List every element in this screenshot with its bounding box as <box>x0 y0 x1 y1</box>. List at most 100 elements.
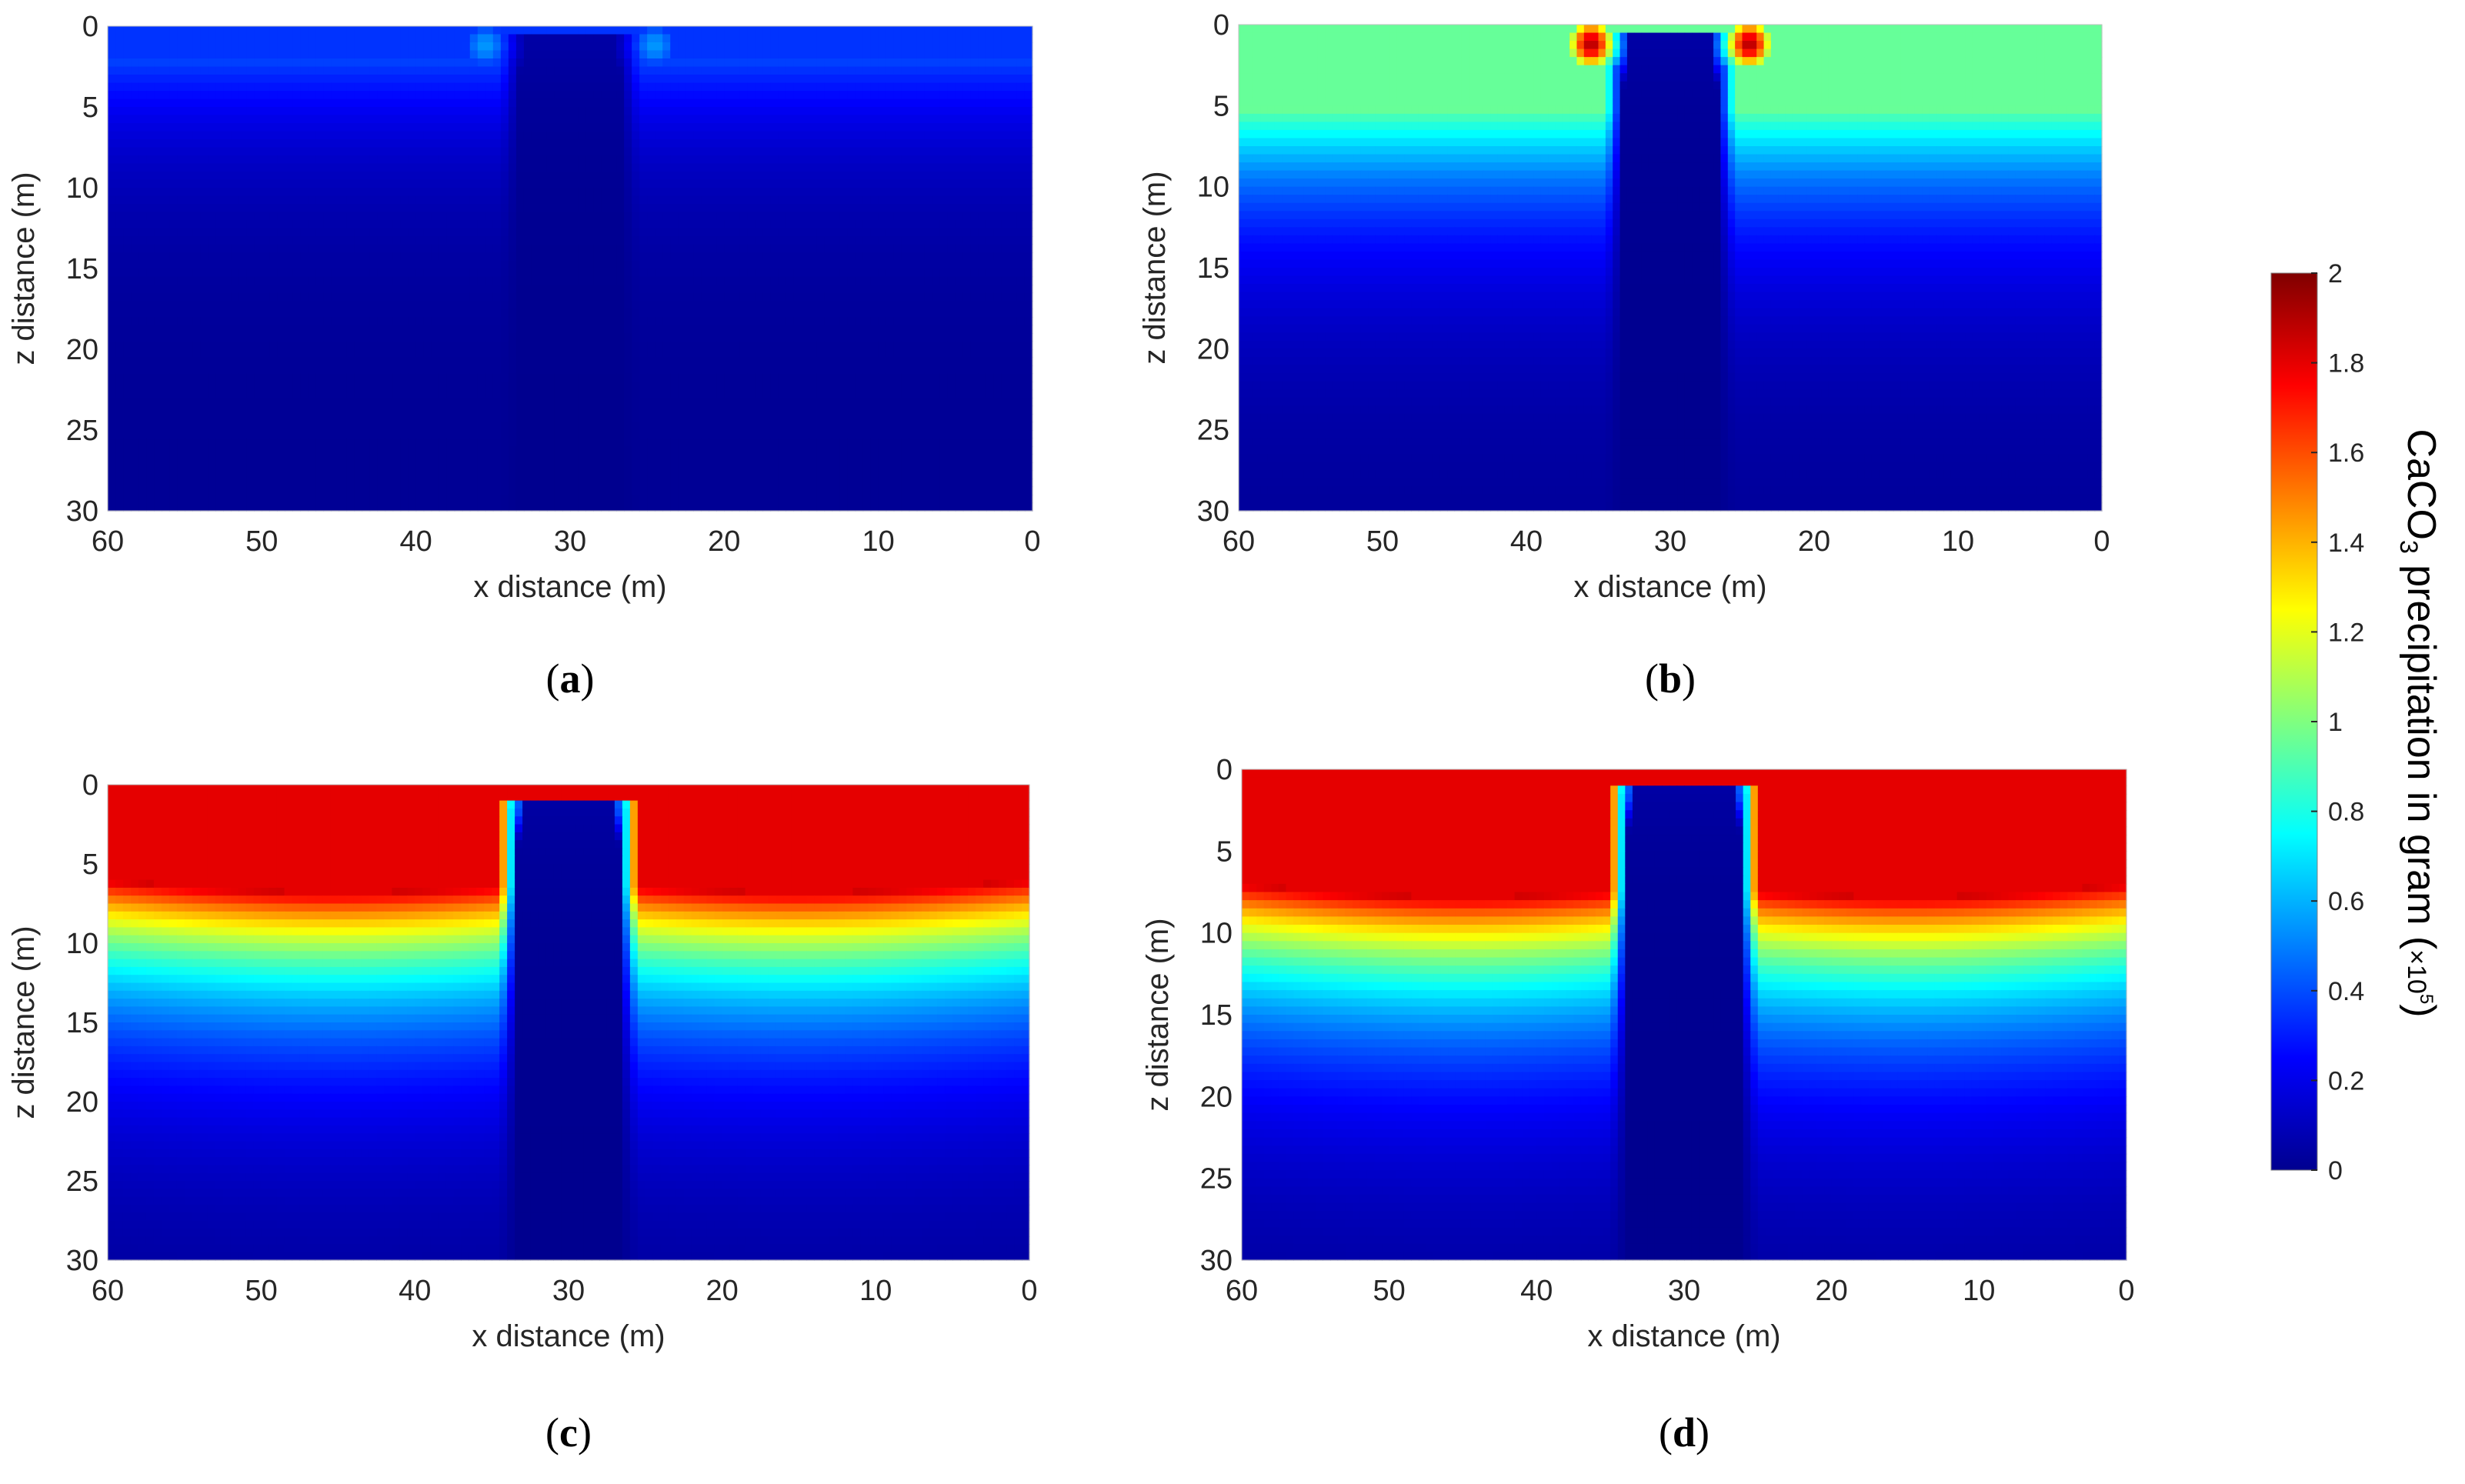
heatmap-cell <box>909 341 918 350</box>
heatmap-cell <box>508 212 517 221</box>
heatmap-cell <box>292 204 302 213</box>
heatmap-cell <box>262 155 270 165</box>
heatmap-cell <box>662 308 671 318</box>
heatmap-cell <box>238 66 247 75</box>
heatmap-cell <box>993 212 1002 221</box>
heatmap-cell <box>515 123 525 132</box>
heatmap-cell <box>578 292 586 302</box>
heatmap-cell <box>277 123 285 132</box>
heatmap-cell <box>300 244 309 253</box>
heatmap-cell <box>709 172 717 181</box>
heatmap-cell <box>523 179 532 188</box>
heatmap-cell <box>346 123 355 132</box>
heatmap-cell <box>523 34 532 43</box>
heatmap-cell <box>354 98 363 108</box>
heatmap-cell <box>678 341 686 350</box>
heatmap-cell <box>1009 285 1018 294</box>
heatmap-cell <box>169 107 178 116</box>
heatmap-cell <box>408 333 417 342</box>
heatmap-cell <box>601 163 609 172</box>
heatmap-cell <box>454 308 463 318</box>
heatmap-cell <box>916 123 926 132</box>
heatmap-cell <box>609 155 617 165</box>
heatmap-cell <box>824 179 833 188</box>
heatmap-cell <box>354 91 363 100</box>
heatmap-cell <box>146 252 155 262</box>
heatmap-cell <box>423 212 432 221</box>
heatmap-cell <box>485 179 494 188</box>
heatmap-cell <box>962 236 972 245</box>
heatmap-cell <box>208 26 216 35</box>
heatmap-cell <box>832 139 841 148</box>
heatmap-cell <box>839 115 849 124</box>
heatmap-cell <box>508 244 517 253</box>
heatmap-cell <box>1009 50 1018 59</box>
heatmap-cell <box>154 179 162 188</box>
heatmap-cell <box>108 179 116 188</box>
heatmap-cell <box>724 58 732 68</box>
heatmap-cell <box>616 220 625 229</box>
heatmap-cell <box>300 195 309 205</box>
heatmap-cell <box>515 115 525 124</box>
heatmap-cell <box>693 317 702 326</box>
heatmap-cell <box>392 66 402 75</box>
heatmap-cell <box>146 268 155 278</box>
heatmap-cell <box>146 285 155 294</box>
heatmap-cell <box>346 179 355 188</box>
heatmap-cell <box>793 260 802 269</box>
heatmap-cell <box>331 236 340 245</box>
heatmap-cell <box>609 42 617 52</box>
heatmap-cell <box>709 317 717 326</box>
heatmap-cell <box>331 341 340 350</box>
heatmap-cell <box>469 147 479 156</box>
heatmap-cell <box>824 139 833 148</box>
heatmap-cell <box>431 179 440 188</box>
heatmap-cell <box>508 276 517 285</box>
heatmap-cell <box>331 357 340 366</box>
heatmap-cell <box>323 58 332 68</box>
heatmap-cell <box>515 195 525 205</box>
heatmap-cell <box>339 34 348 43</box>
heatmap-cell <box>747 155 756 165</box>
heatmap-cell <box>824 212 833 221</box>
heatmap-cell <box>724 220 732 229</box>
heatmap-cell <box>878 292 887 302</box>
heatmap-cell <box>492 228 502 237</box>
heatmap-cell <box>277 333 285 342</box>
heatmap-cell <box>308 179 317 188</box>
heatmap-cell <box>662 285 671 294</box>
heatmap-cell <box>300 34 309 43</box>
heatmap-cell <box>724 172 732 181</box>
heatmap-cell <box>354 317 363 326</box>
heatmap-cell <box>878 228 887 237</box>
heatmap-cell <box>177 26 185 35</box>
heatmap-cell <box>778 292 787 302</box>
heatmap-cell <box>847 252 856 262</box>
heatmap-cell <box>492 220 502 229</box>
heatmap-cell <box>809 244 818 253</box>
heatmap-cell <box>878 26 887 35</box>
heatmap-cell <box>824 163 833 172</box>
heatmap-cell <box>1001 147 1010 156</box>
heatmap-cell <box>454 188 463 197</box>
heatmap-cell <box>870 308 879 318</box>
heatmap-cell <box>824 195 833 205</box>
heatmap-cell <box>300 82 309 92</box>
heatmap-cell <box>585 115 594 124</box>
heatmap-cell <box>678 139 686 148</box>
heatmap-cell <box>1009 115 1018 124</box>
heatmap-cell <box>215 163 224 172</box>
heatmap-cell <box>131 244 139 253</box>
heatmap-cell <box>200 301 208 310</box>
heatmap-cell <box>839 301 849 310</box>
heatmap-cell <box>878 285 887 294</box>
heatmap-cell <box>755 325 764 334</box>
heatmap-cell <box>986 308 995 318</box>
heatmap-cell <box>670 91 679 100</box>
heatmap-cell <box>724 317 732 326</box>
heatmap-cell <box>762 131 772 140</box>
heatmap-cell <box>832 188 841 197</box>
heatmap-cell <box>1009 333 1018 342</box>
heatmap-cell <box>616 82 625 92</box>
heatmap-cell <box>385 66 394 75</box>
